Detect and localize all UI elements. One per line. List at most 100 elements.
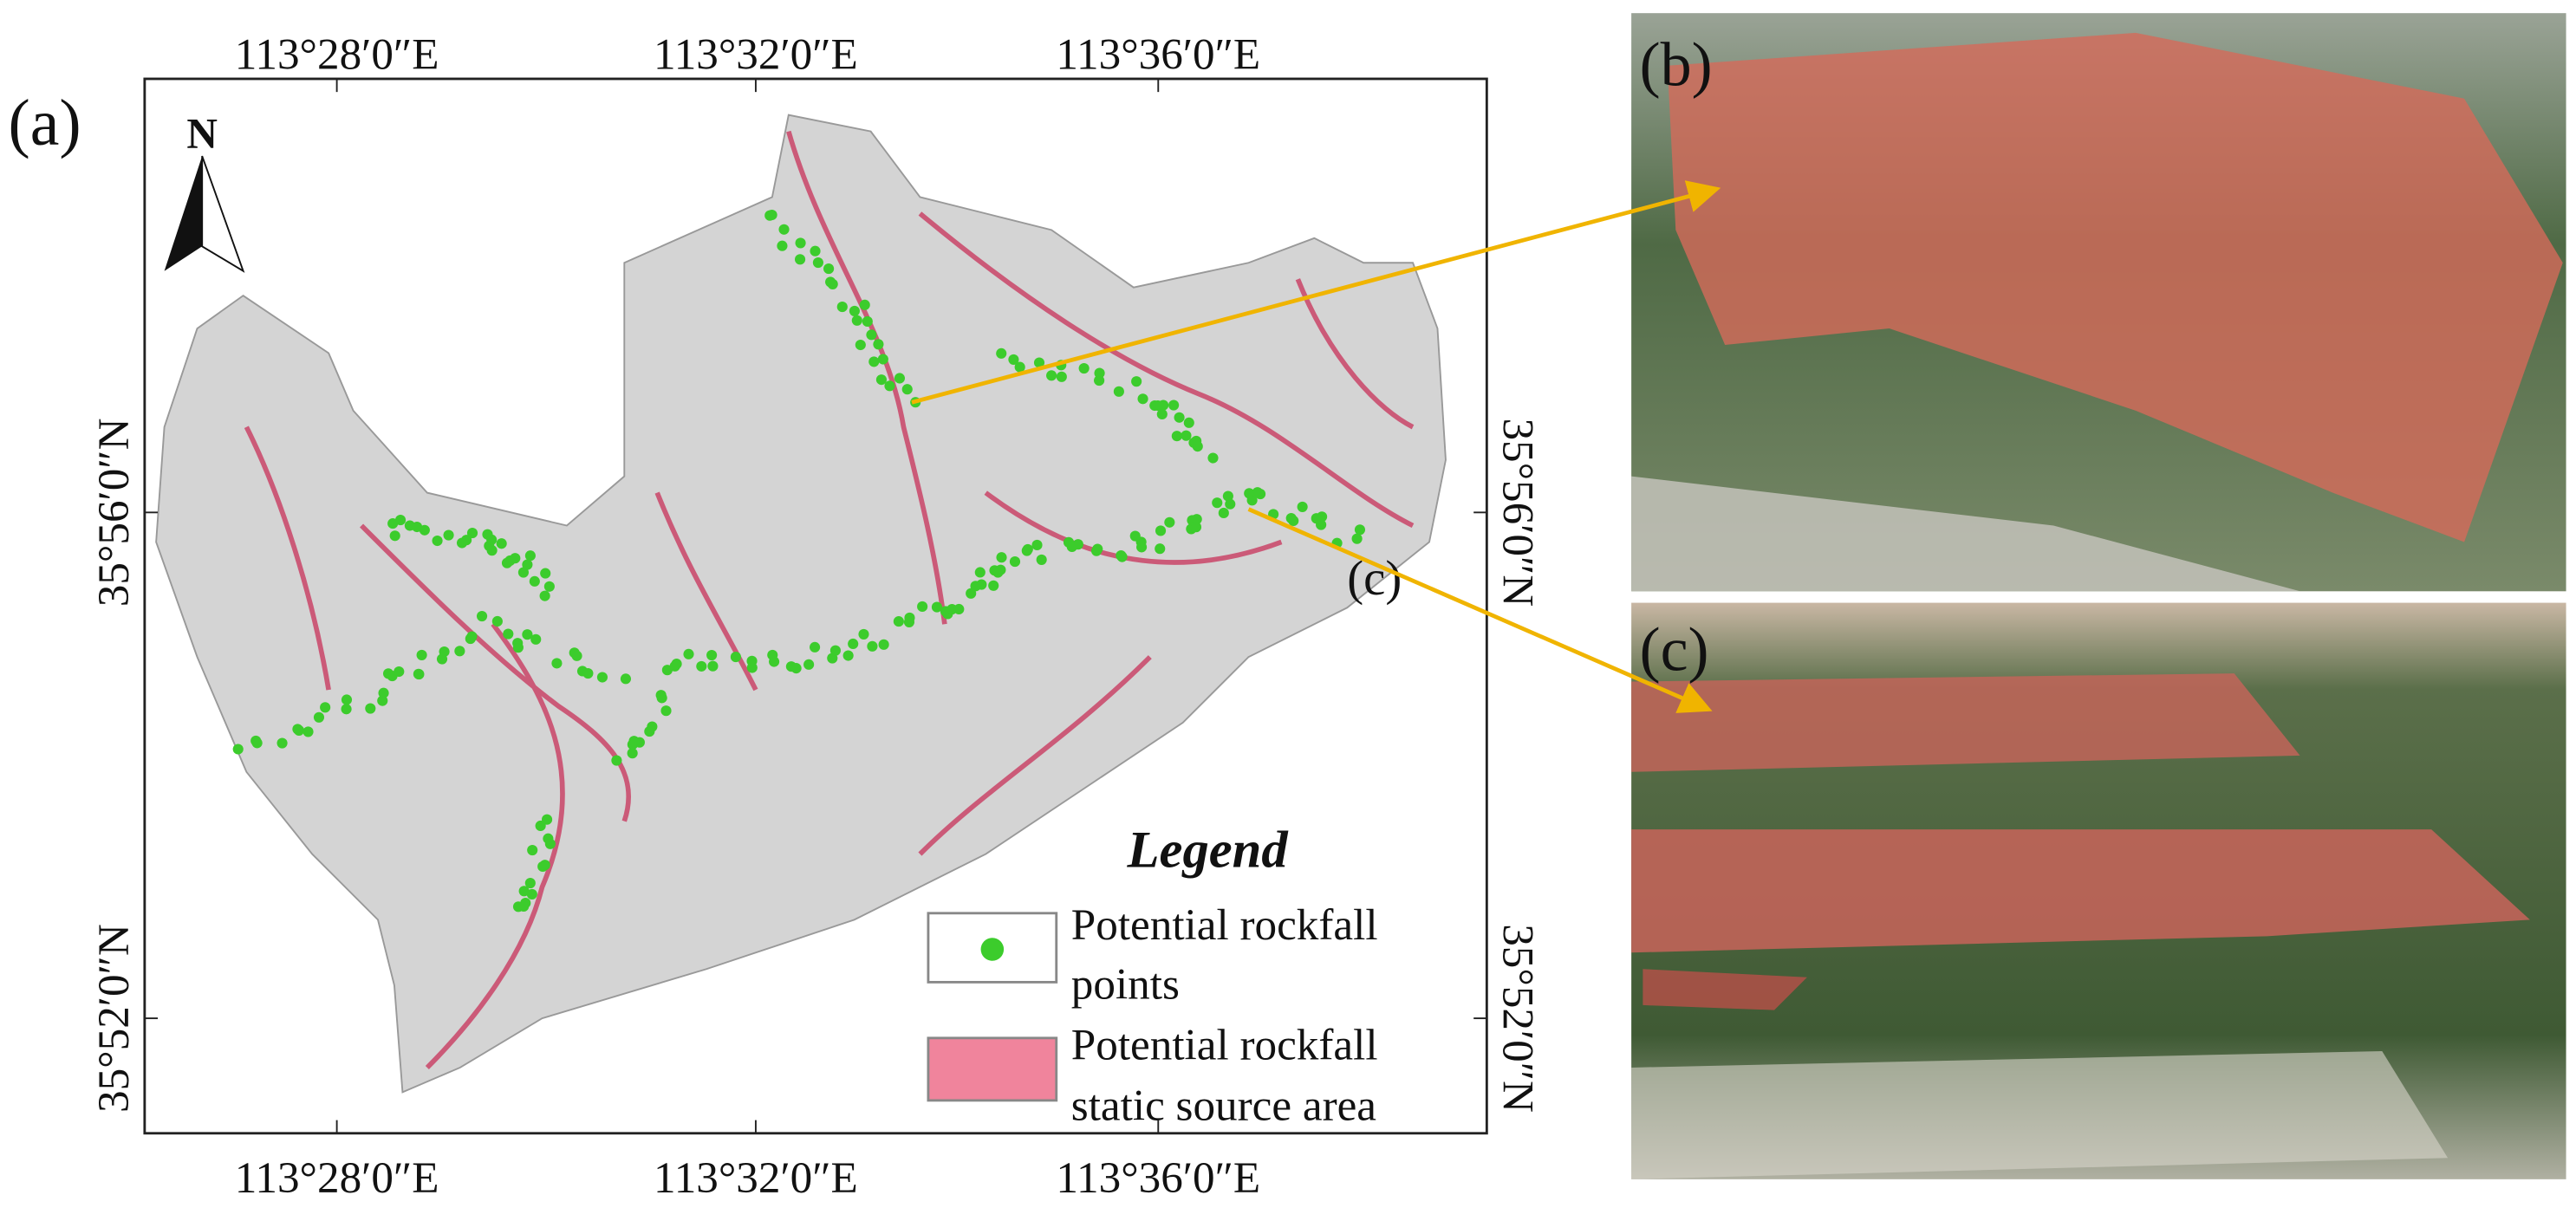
rockfall-point bbox=[466, 527, 478, 539]
rockfall-point bbox=[842, 650, 854, 661]
rockfall-point bbox=[551, 658, 563, 669]
rockfall-point bbox=[862, 315, 873, 328]
rockfall-point bbox=[539, 590, 550, 601]
graticule: 113°28′0″E 113°32′0″E 113°36′0″E 113°28′0″E… bbox=[89, 30, 1542, 1203]
rockfall-point bbox=[537, 861, 549, 873]
rockfall-point bbox=[1033, 357, 1045, 368]
rockfall-point bbox=[790, 663, 802, 674]
panel-label: (c) bbox=[1640, 614, 1709, 684]
x-label: 113°28′0″E bbox=[235, 1153, 439, 1203]
rockfall-point bbox=[524, 877, 536, 889]
rockfall-point bbox=[302, 726, 314, 737]
rockfall-point bbox=[848, 638, 859, 650]
rockfall-point bbox=[1137, 393, 1148, 405]
rockfall-point bbox=[611, 755, 622, 766]
legend-title: Legend bbox=[1127, 822, 1290, 880]
rockfall-point bbox=[794, 254, 806, 265]
rockfall-point bbox=[436, 653, 448, 665]
rockfall-point bbox=[1171, 431, 1182, 442]
legend-label: points bbox=[1071, 959, 1180, 1009]
rockfall-point bbox=[970, 581, 981, 592]
rockfall-point bbox=[901, 384, 913, 395]
rockfall-point bbox=[647, 721, 658, 732]
rockfall-point bbox=[1207, 452, 1219, 464]
rockfall-point bbox=[829, 645, 841, 656]
rockfall-point bbox=[867, 640, 878, 652]
rockfall-point bbox=[878, 639, 889, 650]
rockfall-point bbox=[1252, 487, 1263, 498]
rockfall-point bbox=[810, 641, 821, 653]
rockfall-point bbox=[484, 540, 495, 551]
rockfall-point bbox=[320, 702, 331, 713]
rockfall-point bbox=[512, 642, 524, 653]
rockfall-point bbox=[526, 888, 537, 900]
rockfall-point bbox=[1008, 354, 1019, 365]
rockfall-point bbox=[1036, 554, 1047, 565]
rockfall-point bbox=[524, 550, 536, 562]
rockfall-point bbox=[1056, 371, 1067, 382]
rockfall-point bbox=[522, 559, 533, 570]
rockfall-point bbox=[1164, 516, 1175, 528]
panel-label: (b) bbox=[1640, 30, 1713, 100]
rockfall-point bbox=[1191, 514, 1202, 525]
rockfall-point bbox=[1129, 530, 1141, 542]
rockfall-point bbox=[377, 695, 388, 706]
rockfall-point bbox=[1116, 550, 1127, 562]
x-label: 113°36′0″E bbox=[1056, 30, 1260, 80]
terrain bbox=[155, 114, 1447, 1094]
rockfall-point bbox=[1155, 543, 1166, 555]
legend-label: static source area bbox=[1071, 1081, 1376, 1131]
rockfall-point bbox=[1014, 361, 1025, 373]
legend-label: Potential rockfall bbox=[1071, 1020, 1378, 1069]
rockfall-point bbox=[1046, 370, 1057, 381]
rockfall-point bbox=[1009, 556, 1021, 568]
rockfall-point bbox=[1155, 525, 1167, 536]
rockfall-point bbox=[769, 656, 780, 667]
rockfall-point bbox=[465, 633, 476, 645]
rockfall-point bbox=[988, 580, 999, 591]
rockfall-point bbox=[503, 628, 514, 640]
rockfall-point bbox=[858, 628, 869, 640]
arrow bbox=[1247, 507, 1713, 713]
rockfall-point bbox=[251, 737, 263, 749]
rockfall-point bbox=[389, 530, 400, 542]
rockfall-point bbox=[627, 748, 638, 759]
callout-label: (c) bbox=[1347, 551, 1402, 606]
rockfall-point bbox=[341, 704, 352, 715]
rockfall-point bbox=[1316, 519, 1327, 530]
rockfall-point bbox=[974, 567, 986, 578]
rockfall-point bbox=[894, 373, 905, 384]
rockfall-point bbox=[1149, 399, 1161, 412]
rockfall-point bbox=[884, 380, 895, 392]
rockfall-point bbox=[491, 615, 503, 627]
rockfall-point bbox=[660, 705, 672, 717]
rockfall-point bbox=[868, 356, 880, 367]
rockfall-point bbox=[527, 844, 538, 856]
rockfall-point bbox=[1090, 545, 1103, 556]
y-label: 35°56′0″N bbox=[1493, 418, 1542, 607]
rockfall-point bbox=[1218, 507, 1229, 519]
rockfall-point bbox=[855, 339, 866, 351]
rockfall-point bbox=[292, 724, 303, 735]
rockfall-point bbox=[996, 347, 1007, 359]
rockfall-point bbox=[656, 692, 667, 704]
y-label: 35°52′0″N bbox=[1493, 924, 1542, 1113]
panel-label: (a) bbox=[9, 87, 81, 159]
rockfall-point bbox=[995, 564, 1006, 575]
rockfall-point bbox=[1354, 524, 1366, 536]
rockfall-point bbox=[866, 329, 877, 341]
rockfall-point bbox=[1113, 386, 1124, 397]
photo-c: (c) bbox=[1631, 602, 2566, 1179]
rockfall-point bbox=[1094, 375, 1105, 386]
rockfall-point bbox=[873, 339, 884, 350]
rockfall-point bbox=[1288, 515, 1299, 527]
rockfall-point bbox=[859, 299, 870, 310]
rockfall-point bbox=[803, 659, 815, 670]
rockfall-point bbox=[1021, 545, 1032, 556]
rockfall-point bbox=[1225, 498, 1236, 510]
rockfall-point bbox=[443, 529, 454, 541]
photo-b: (b) bbox=[1631, 13, 2566, 592]
rockfall-point bbox=[706, 649, 718, 661]
rockfall-point bbox=[571, 650, 582, 661]
